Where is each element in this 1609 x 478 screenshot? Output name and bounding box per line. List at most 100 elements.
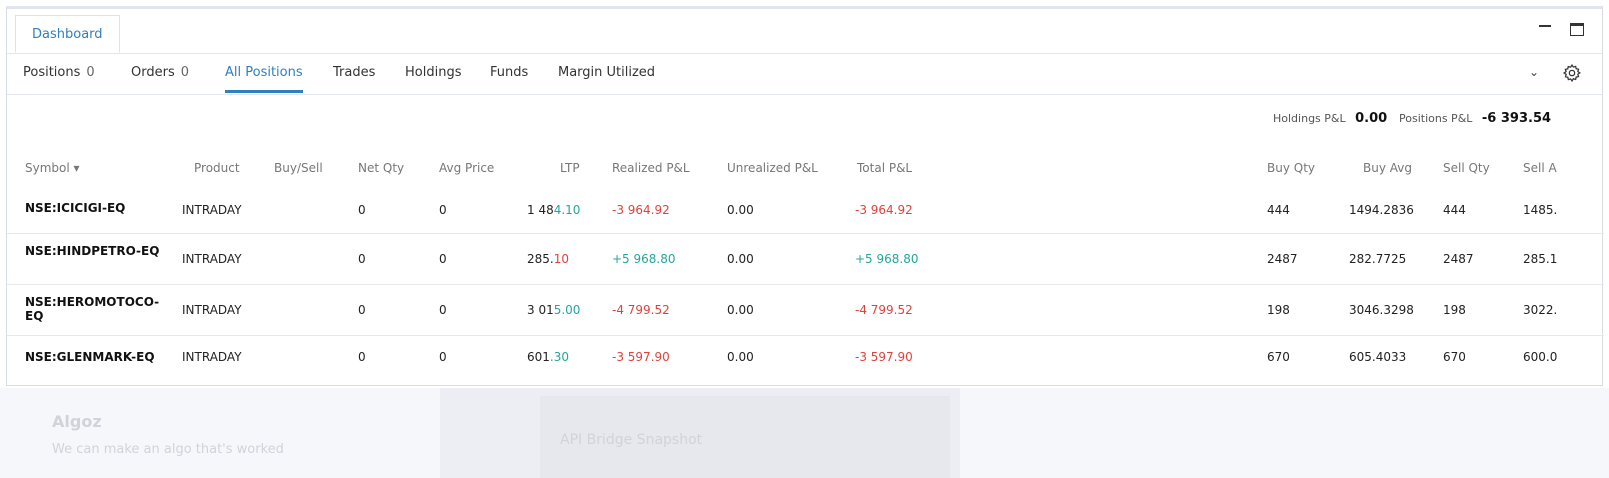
tab-holdings[interactable]: Holdings	[405, 54, 461, 92]
row-ltp: 285.10	[527, 252, 569, 266]
row-sellqty: 670	[1443, 350, 1466, 364]
row-ltp-hi: 4.10	[553, 203, 581, 217]
positions-nav: Positions 0 Orders 0 All Positions Trades …	[7, 54, 1602, 95]
row-product: INTRADAY	[182, 350, 242, 364]
tab-orders-label: Orders	[131, 65, 175, 80]
row-sellqty: 2487	[1443, 252, 1474, 266]
background-card	[540, 396, 950, 478]
row-netqty: 0	[358, 252, 366, 266]
background-brand: Algoz	[52, 412, 102, 431]
col-realized[interactable]: Realized P&L	[612, 161, 690, 175]
col-sellqty[interactable]: Sell Qty	[1443, 161, 1490, 175]
holdings-pnl-value: 0.00	[1355, 111, 1388, 126]
row-product: INTRADAY	[182, 303, 242, 317]
col-sellavg[interactable]: Sell A	[1523, 161, 1557, 175]
row-avgprice: 0	[439, 203, 447, 217]
tab-margin-utilized[interactable]: Margin Utilized	[558, 54, 655, 92]
row-buyavg: 3046.3298	[1349, 303, 1414, 317]
row-realized: -3 597.90	[612, 350, 670, 364]
row-buyavg: 605.4033	[1349, 350, 1407, 364]
col-netqty[interactable]: Net Qty	[358, 161, 405, 175]
gear-icon[interactable]	[1562, 63, 1582, 83]
row-product: INTRADAY	[182, 252, 242, 266]
background-card-title: API Bridge Snapshot	[560, 432, 703, 448]
row-netqty: 0	[358, 303, 366, 317]
col-buyqty[interactable]: Buy Qty	[1267, 161, 1316, 175]
col-buysell[interactable]: Buy/Sell	[274, 161, 323, 175]
row-buyavg: 282.7725	[1349, 252, 1407, 266]
col-unrealized[interactable]: Unrealized P&L	[727, 161, 818, 175]
row-total: -4 799.52	[855, 303, 913, 317]
row-sellavg: 285.1	[1523, 252, 1558, 266]
row-ltp-main: 3 01	[527, 303, 554, 317]
chevron-down-icon[interactable]: ⌄	[1529, 65, 1540, 79]
row-realized: -3 964.92	[612, 203, 670, 217]
background-tagline: We can make an algo that's worked	[52, 442, 284, 457]
tab-orders[interactable]: Orders 0	[131, 54, 189, 92]
tab-positions-count: 0	[86, 65, 95, 80]
row-total: -3 597.90	[855, 350, 913, 364]
tab-trades[interactable]: Trades	[333, 54, 375, 92]
row-ltp-main: 1 48	[527, 203, 554, 217]
row-ltp: 1 484.10	[527, 203, 580, 217]
row-symbol: NSE:HINDPETRO-EQ	[25, 244, 160, 258]
row-product: INTRADAY	[182, 203, 242, 217]
row-unrealized: 0.00	[727, 350, 754, 364]
row-sellavg: 600.0	[1523, 350, 1558, 364]
row-realized: +5 968.80	[612, 252, 676, 266]
row-ltp-hi: 10	[553, 252, 569, 266]
holdings-pnl: Holdings P&L 0.00	[1273, 111, 1387, 126]
row-ltp-main: 285.	[527, 252, 554, 266]
positions-pnl: Positions P&L -6 393.54	[1399, 111, 1551, 126]
col-total[interactable]: Total P&L	[857, 161, 913, 175]
row-netqty: 0	[358, 203, 366, 217]
row-buyqty: 670	[1267, 350, 1290, 364]
table-row[interactable]: NSE:HINDPETRO-EQ INTRADAY 0 0 285.10 +5 …	[7, 234, 1604, 285]
row-unrealized: 0.00	[727, 252, 754, 266]
col-avgprice[interactable]: Avg Price	[439, 161, 495, 175]
row-ltp: 3 015.00	[527, 303, 580, 317]
row-buyavg: 1494.2836	[1349, 203, 1414, 217]
col-symbol[interactable]: Symbol ▾	[25, 161, 80, 175]
row-sellqty: 444	[1443, 203, 1466, 217]
row-sellavg: 1485.	[1523, 203, 1558, 217]
maximize-icon[interactable]	[1570, 23, 1584, 36]
row-buyqty: 2487	[1267, 252, 1298, 266]
row-avgprice: 0	[439, 252, 447, 266]
tab-all-positions-label: All Positions	[225, 65, 303, 80]
row-realized: -4 799.52	[612, 303, 670, 317]
table-row[interactable]: NSE:HEROMOTOCO-EQ INTRADAY 0 0 3 015.00 …	[7, 285, 1604, 336]
tab-all-positions[interactable]: All Positions	[225, 54, 303, 93]
row-sellavg: 3022.	[1523, 303, 1558, 317]
col-product[interactable]: Product	[194, 161, 240, 175]
background-page: Algoz We can make an algo that's worked …	[0, 388, 1609, 478]
tab-funds-label: Funds	[490, 65, 529, 80]
tab-trades-label: Trades	[333, 65, 376, 80]
row-symbol: NSE:HEROMOTOCO-EQ	[25, 295, 160, 323]
tab-holdings-label: Holdings	[405, 65, 462, 80]
holdings-pnl-label: Holdings P&L	[1273, 112, 1346, 125]
tab-positions-label: Positions	[23, 65, 81, 80]
row-sellqty: 198	[1443, 303, 1466, 317]
col-ltp[interactable]: LTP	[560, 161, 580, 175]
row-symbol: NSE:GLENMARK-EQ	[25, 350, 155, 364]
positions-pnl-label: Positions P&L	[1399, 112, 1473, 125]
row-avgprice: 0	[439, 350, 447, 364]
tab-funds[interactable]: Funds	[490, 54, 528, 92]
tab-margin-utilized-label: Margin Utilized	[558, 65, 656, 80]
table-row[interactable]: NSE:ICICIGI-EQ INTRADAY 0 0 1 484.10 -3 …	[7, 183, 1604, 234]
tab-dashboard[interactable]: Dashboard	[15, 15, 120, 53]
row-symbol: NSE:ICICIGI-EQ	[25, 201, 126, 215]
table-row[interactable]: NSE:GLENMARK-EQ INTRADAY 0 0 601.30 -3 5…	[7, 336, 1604, 386]
positions-panel: Dashboard Positions 0 Orders 0 All Positio…	[6, 6, 1604, 386]
row-buyqty: 444	[1267, 203, 1290, 217]
col-buyavg[interactable]: Buy Avg	[1363, 161, 1412, 175]
tab-orders-count: 0	[180, 65, 189, 80]
tab-positions[interactable]: Positions 0	[23, 54, 95, 92]
row-ltp-main: 601	[527, 350, 550, 364]
minimize-icon[interactable]	[1539, 25, 1551, 27]
row-total: -3 964.92	[855, 203, 913, 217]
row-unrealized: 0.00	[727, 303, 754, 317]
row-ltp-hi: .30	[549, 350, 569, 364]
row-ltp-hi: 5.00	[553, 303, 581, 317]
